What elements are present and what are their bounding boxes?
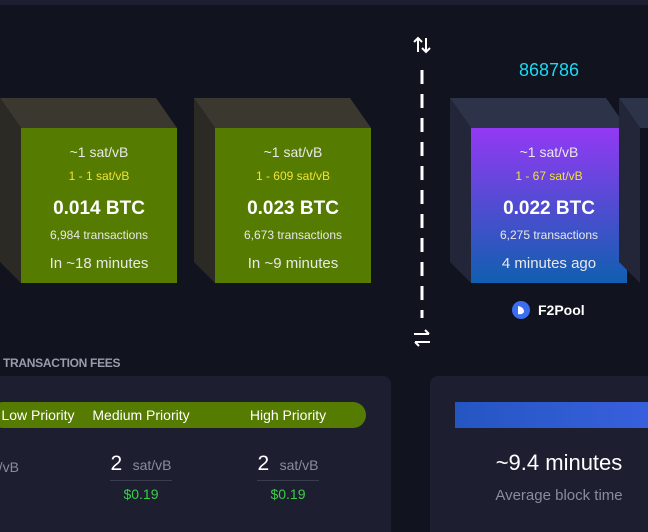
- block-time-value: ~9.4 minutes: [495, 450, 623, 475]
- median-fee: ~1 sat/vB: [69, 144, 129, 160]
- pool-name[interactable]: F2Pool: [538, 302, 585, 318]
- block-time-label: Average block time: [495, 487, 623, 504]
- top-bar: [0, 0, 648, 5]
- cube-shape: [450, 98, 627, 283]
- tx-count: 6,984 transactions: [49, 228, 149, 242]
- eta: In ~9 minutes: [247, 255, 339, 272]
- fee-range: 1 - 67 sat/vB: [515, 169, 583, 183]
- mined-block[interactable]: ~1 sat/vB 1 - 67 sat/vB 0.022 BTC 6,275 …: [450, 98, 627, 284]
- block-face: ~1 sat/vB 1 - 1 sat/vB 0.014 BTC 6,984 t…: [21, 128, 177, 283]
- block-height[interactable]: 868786: [518, 60, 580, 80]
- tx-count: 6,275 transactions: [499, 228, 599, 242]
- median-fee: ~1 sat/vB: [263, 144, 323, 160]
- pool-logo: [512, 301, 530, 319]
- section-title: TRANSACTION FEES: [3, 356, 121, 370]
- progress-bar: [455, 402, 648, 428]
- priority-label: High Priority: [249, 407, 327, 423]
- fee-usd: $0.19: [270, 486, 306, 502]
- mined-time: 4 minutes ago: [501, 255, 597, 272]
- fee-unit: sat/vB: [279, 457, 319, 473]
- block-face: ~1 sat/vB 1 - 67 sat/vB 0.022 BTC 6,275 …: [471, 128, 627, 283]
- block-time-card: ~9.4 minutes Average block time: [430, 376, 648, 532]
- eta: In ~18 minutes: [49, 255, 149, 272]
- priority-label: Medium Priority: [92, 407, 190, 423]
- pending-block[interactable]: ~1 sat/vB 1 - 609 sat/vB 0.023 BTC 6,673…: [194, 98, 371, 284]
- fee-rate: 2 sat/vB $0.19: [213, 452, 363, 502]
- fee-range: 1 - 1 sat/vB: [68, 169, 130, 183]
- divider: [413, 36, 431, 347]
- priority-bar: [0, 402, 366, 428]
- pending-block[interactable]: ~1 sat/vB 1 - 1 sat/vB 0.014 BTC 6,984 t…: [0, 98, 177, 284]
- cube-shape: [0, 98, 177, 283]
- block-size: 0.023 BTC: [247, 198, 339, 219]
- fee-value: 2: [110, 452, 123, 475]
- mined-block[interactable]: [619, 98, 648, 284]
- median-fee: ~1 sat/vB: [519, 144, 579, 160]
- cube-shape: [619, 98, 648, 283]
- fee-range: 1 - 609 sat/vB: [255, 169, 331, 183]
- fee-rate: 2 sat/vB $0.19: [66, 452, 216, 502]
- block-size: 0.014 BTC: [53, 198, 145, 219]
- priority-label: Low Priority: [1, 407, 75, 423]
- block-face: ~1 sat/vB 1 - 609 sat/vB 0.023 BTC 6,673…: [215, 128, 371, 283]
- fees-card: Low Priority Medium Priority High Priori…: [0, 376, 391, 532]
- fee-unit: sat/vB: [0, 459, 19, 475]
- tx-count: 6,673 transactions: [243, 228, 343, 242]
- fee-usd: $0.19: [123, 486, 159, 502]
- fee-value: 2: [257, 452, 270, 475]
- cube-shape: [194, 98, 371, 283]
- separator: [110, 480, 172, 481]
- block-size: 0.022 BTC: [503, 198, 595, 219]
- separator: [257, 480, 319, 481]
- fee-unit: sat/vB: [132, 457, 172, 473]
